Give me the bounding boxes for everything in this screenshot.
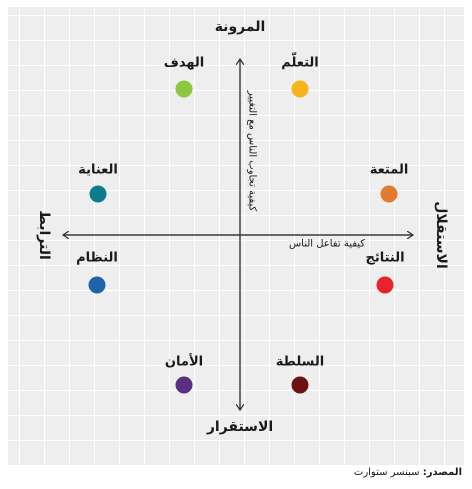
item-label-enjoyment: المتعة [369, 162, 409, 178]
item-dot-learning [291, 80, 309, 98]
item-label-learning: التعلّم [281, 55, 319, 71]
item-dot-order [88, 276, 106, 294]
source-caption: المصدر: سبنسر ستوارت [354, 467, 462, 478]
item-label-safety: الأمان [164, 354, 204, 370]
pole-left-label: الترابط [36, 210, 52, 260]
item-dot-purpose [175, 80, 193, 98]
item-label-results: النتائج [365, 250, 405, 266]
item-dot-safety [175, 376, 193, 394]
source-prefix: المصدر: [422, 467, 462, 478]
item-dot-enjoyment [380, 185, 398, 203]
item-dot-caring [89, 185, 107, 203]
vertical-axis-note: كيفية تجاوب الناس مع التغيير [246, 90, 258, 212]
horizontal-axis-note: كيفية تفاعل الناس [288, 238, 366, 250]
item-label-order: النظام [76, 250, 118, 266]
quadrant-grid-background [8, 7, 464, 465]
pole-bottom-label: الاستقرار [206, 419, 274, 435]
item-label-caring: العناية [78, 162, 118, 178]
pole-right-label: الاستقلال [433, 201, 449, 269]
item-label-authority: السلطة [275, 354, 325, 370]
item-label-purpose: الهدف [163, 55, 205, 71]
item-dot-authority [291, 376, 309, 394]
source-text: سبنسر ستوارت [353, 467, 420, 478]
item-dot-results [376, 276, 394, 294]
pole-top-label: المرونة [214, 19, 266, 35]
